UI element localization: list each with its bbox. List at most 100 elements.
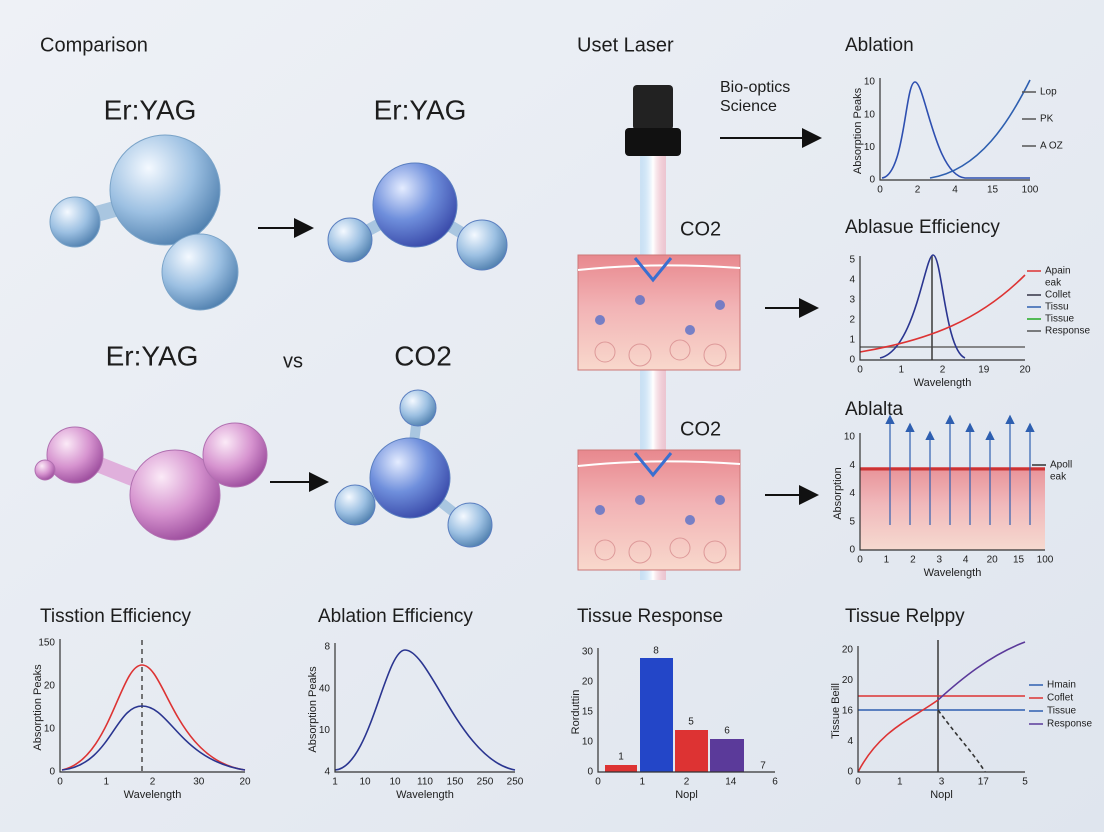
chart-title: Ablasue Efficiency xyxy=(845,217,1000,238)
chart-title: Tisstion Efficiency xyxy=(40,606,191,627)
x-tick-label: 1 xyxy=(897,777,903,788)
x-tick-label: 2 xyxy=(150,777,156,788)
x-axis-label: Wavelength xyxy=(396,789,454,801)
x-tick-label: 10 xyxy=(389,777,401,788)
x-axis-label: Wavelength xyxy=(124,789,182,801)
legend-label: Collet xyxy=(1045,290,1071,301)
x-tick-label: 2 xyxy=(940,365,946,376)
x-tick-label: 1 xyxy=(103,777,109,788)
bar xyxy=(675,730,708,772)
curve xyxy=(879,254,966,359)
legend-label: Coflet xyxy=(1047,693,1073,704)
y-tick-label: 150 xyxy=(38,638,55,649)
y-tick-label: 8 xyxy=(324,642,330,653)
x-tick-label: 6 xyxy=(772,777,778,788)
legend-label: Response xyxy=(1045,326,1090,337)
x-tick-label: 0 xyxy=(877,185,883,196)
x-tick-label: 3 xyxy=(939,777,945,788)
y-tick-label: 1 xyxy=(849,335,855,346)
x-tick-label: 250 xyxy=(477,777,494,788)
axes xyxy=(879,78,1030,181)
laser-device xyxy=(625,85,681,156)
x-tick-label: 30 xyxy=(193,777,205,788)
x-tick-label: 2 xyxy=(915,185,921,196)
bar-label: 1 xyxy=(618,752,624,763)
x-tick-label: 100 xyxy=(1037,555,1054,566)
y-tick-label: 30 xyxy=(582,647,594,658)
y-tick-label: 0 xyxy=(849,545,855,556)
bar-label: 5 xyxy=(688,717,694,728)
x-tick-label: 20 xyxy=(239,777,251,788)
y-tick-label: 20 xyxy=(842,645,854,656)
section-title: Comparison xyxy=(40,34,148,56)
curve xyxy=(929,79,1031,179)
molecule-label: Er:YAG xyxy=(106,340,199,371)
x-axis-label: Wavelength xyxy=(914,377,972,389)
y-tick-label: 20 xyxy=(582,677,594,688)
x-tick-label: 4 xyxy=(963,555,969,566)
bar xyxy=(605,765,637,772)
y-tick-label: 15 xyxy=(582,707,594,718)
x-tick-label: 150 xyxy=(447,777,464,788)
chart-title: Tissue Relppy xyxy=(845,606,965,627)
x-tick-label: 1 xyxy=(898,365,904,376)
molecule-3 xyxy=(34,422,268,541)
bar-label: 7 xyxy=(760,761,766,772)
x-axis-label: Nopl xyxy=(930,789,953,801)
x-tick-label: 0 xyxy=(857,365,863,376)
y-tick-label: 2 xyxy=(849,315,855,326)
molecule-2 xyxy=(327,162,508,271)
x-tick-label: 15 xyxy=(1013,555,1025,566)
y-tick-label: 0 xyxy=(587,767,593,778)
curve xyxy=(859,274,1026,353)
legend-label: Response xyxy=(1047,719,1092,730)
legend-label: A OZ xyxy=(1040,141,1063,152)
y-tick-label: 4 xyxy=(847,736,853,747)
curve xyxy=(334,649,516,771)
molecule-4 xyxy=(334,389,493,548)
x-axis-label: Nopl xyxy=(675,789,698,801)
axes xyxy=(59,639,245,773)
axes xyxy=(857,646,1025,773)
legend-label: eak xyxy=(1045,278,1062,289)
y-axis-label: Absorption Peaks xyxy=(32,664,44,751)
legend-label: Hmain xyxy=(1047,680,1076,691)
beam-label: CO2 xyxy=(680,418,721,440)
y-tick-label: 10 xyxy=(864,77,876,88)
chart-title: Ablation Efficiency xyxy=(318,606,473,627)
x-tick-label: 5 xyxy=(1022,777,1028,788)
y-tick-label: 40 xyxy=(319,683,331,694)
y-tick-label: 10 xyxy=(864,109,876,120)
axes xyxy=(334,643,515,773)
molecule-label: Er:YAG xyxy=(374,94,467,125)
y-tick-label: 0 xyxy=(847,767,853,778)
x-tick-label: 100 xyxy=(1022,185,1039,196)
axes xyxy=(859,433,1045,551)
y-tick-label: 4 xyxy=(849,275,855,286)
chart-title: Tissue Response xyxy=(577,606,723,627)
y-axis-label: Absorption Peaks xyxy=(852,87,864,174)
x-tick-label: 4 xyxy=(952,185,958,196)
x-tick-label: 1 xyxy=(332,777,338,788)
y-axis-label: Tissue Beill xyxy=(830,683,842,739)
molecule-label: Er:YAG xyxy=(104,94,197,125)
legend-label: Apoll xyxy=(1050,460,1072,471)
legend-label: PK xyxy=(1040,114,1054,125)
y-tick-label: 10 xyxy=(582,737,594,748)
y-tick-label: 10 xyxy=(44,724,56,735)
axes xyxy=(859,256,1025,361)
y-axis-label: Absorption xyxy=(832,467,844,520)
x-tick-label: 2 xyxy=(684,777,690,788)
legend-label: Lop xyxy=(1040,87,1057,98)
x-tick-label: 1 xyxy=(639,777,645,788)
x-tick-label: 1 xyxy=(884,555,890,566)
x-tick-label: 2 xyxy=(910,555,916,566)
curve xyxy=(61,664,246,771)
curve xyxy=(937,641,1026,701)
curve xyxy=(857,699,939,773)
y-tick-label: 0 xyxy=(869,175,875,186)
x-tick-label: 250 xyxy=(507,777,524,788)
section-title: Uset Laser xyxy=(577,34,674,56)
molecule-1 xyxy=(49,134,239,311)
